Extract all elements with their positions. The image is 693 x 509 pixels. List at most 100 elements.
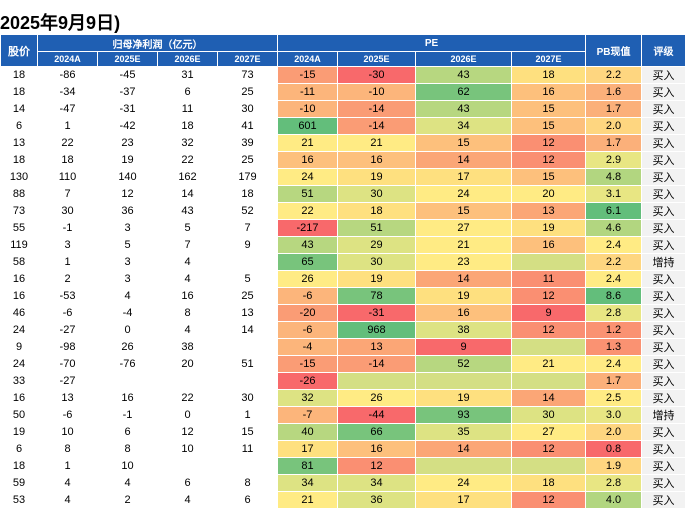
net-profit-cell[interactable]: 4 bbox=[97, 287, 158, 305]
pe-cell[interactable]: 26 bbox=[277, 270, 338, 288]
pb-cell[interactable]: 6.1 bbox=[585, 202, 643, 220]
pe-cell[interactable]: 14 bbox=[415, 270, 512, 288]
net-profit-cell[interactable]: 36 bbox=[97, 202, 158, 220]
rating-cell[interactable]: 买入 bbox=[641, 423, 687, 441]
rating-cell[interactable]: 买入 bbox=[641, 457, 687, 475]
pe-cell[interactable]: 66 bbox=[337, 423, 416, 441]
pe-cell[interactable]: 12 bbox=[510, 287, 587, 305]
pe-cell[interactable]: 81 bbox=[277, 457, 338, 475]
net-profit-cell[interactable] bbox=[97, 372, 158, 390]
pb-cell[interactable]: 4.0 bbox=[585, 491, 643, 509]
pe-cell[interactable]: 17 bbox=[415, 491, 512, 509]
pe-cell[interactable]: 11 bbox=[510, 270, 587, 288]
col-header-pe-2025e[interactable]: 2025E bbox=[337, 51, 416, 67]
pe-cell[interactable]: 24 bbox=[415, 185, 512, 203]
pb-cell[interactable]: 4.6 bbox=[585, 219, 643, 237]
pe-cell[interactable]: -20 bbox=[277, 304, 338, 322]
table-row[interactable]: 16 -53 4 16 25 -6 78 19 12 8.6 买入 bbox=[0, 287, 687, 305]
stock-price-cell[interactable]: 18 bbox=[0, 66, 38, 84]
pe-cell[interactable]: 9 bbox=[415, 338, 512, 356]
col-header-np-2027e[interactable]: 2027E bbox=[217, 51, 278, 67]
net-profit-cell[interactable]: 4 bbox=[37, 474, 98, 492]
net-profit-cell[interactable]: -31 bbox=[97, 100, 158, 118]
pe-cell[interactable] bbox=[510, 338, 587, 356]
net-profit-cell[interactable]: -4 bbox=[97, 304, 158, 322]
net-profit-cell[interactable]: 14 bbox=[217, 321, 278, 339]
pe-cell[interactable]: 52 bbox=[415, 355, 512, 373]
rating-cell[interactable]: 买入 bbox=[641, 83, 687, 101]
pe-cell[interactable]: 16 bbox=[337, 440, 416, 458]
net-profit-cell[interactable]: 38 bbox=[157, 338, 218, 356]
rating-cell[interactable]: 买入 bbox=[641, 236, 687, 254]
pb-cell[interactable]: 1.7 bbox=[585, 100, 643, 118]
pe-cell[interactable]: 12 bbox=[510, 321, 587, 339]
net-profit-cell[interactable]: 12 bbox=[157, 423, 218, 441]
pe-cell[interactable]: 43 bbox=[415, 100, 512, 118]
net-profit-cell[interactable]: 5 bbox=[217, 270, 278, 288]
net-profit-cell[interactable]: -42 bbox=[97, 117, 158, 135]
net-profit-cell[interactable]: 13 bbox=[217, 304, 278, 322]
pe-cell[interactable]: 18 bbox=[337, 202, 416, 220]
table-row[interactable]: 6 1 -42 18 41 601 -14 34 15 2.0 买入 bbox=[0, 117, 687, 135]
col-header-np-2025e[interactable]: 2025E bbox=[97, 51, 158, 67]
pe-cell[interactable]: 16 bbox=[337, 151, 416, 169]
net-profit-cell[interactable]: 11 bbox=[217, 440, 278, 458]
rating-cell[interactable]: 买入 bbox=[641, 185, 687, 203]
stock-price-cell[interactable]: 18 bbox=[0, 83, 38, 101]
table-row[interactable]: 14 -47 -31 11 30 -10 -14 43 15 1.7 买入 bbox=[0, 100, 687, 118]
stock-price-cell[interactable]: 46 bbox=[0, 304, 38, 322]
col-header-pe-2024a[interactable]: 2024A bbox=[277, 51, 338, 67]
stock-price-cell[interactable]: 88 bbox=[0, 185, 38, 203]
net-profit-cell[interactable]: 2 bbox=[37, 270, 98, 288]
rating-cell[interactable]: 买入 bbox=[641, 372, 687, 390]
rating-cell[interactable]: 买入 bbox=[641, 66, 687, 84]
net-profit-cell[interactable]: -86 bbox=[37, 66, 98, 84]
pe-cell[interactable]: 40 bbox=[277, 423, 338, 441]
pe-cell[interactable]: -6 bbox=[277, 321, 338, 339]
table-row[interactable]: 18 1 10 81 12 1.9 买入 bbox=[0, 457, 687, 475]
pb-cell[interactable]: 2.4 bbox=[585, 270, 643, 288]
net-profit-cell[interactable]: -6 bbox=[37, 406, 98, 424]
pb-cell[interactable]: 1.7 bbox=[585, 372, 643, 390]
pe-cell[interactable]: 17 bbox=[415, 168, 512, 186]
net-profit-cell[interactable]: 18 bbox=[217, 185, 278, 203]
net-profit-cell[interactable]: -6 bbox=[37, 304, 98, 322]
pe-cell[interactable]: 12 bbox=[510, 440, 587, 458]
stock-price-cell[interactable]: 16 bbox=[0, 287, 38, 305]
pe-cell[interactable]: -4 bbox=[277, 338, 338, 356]
pb-cell[interactable]: 2.4 bbox=[585, 355, 643, 373]
pe-cell[interactable]: -7 bbox=[277, 406, 338, 424]
pe-cell[interactable]: 968 bbox=[337, 321, 416, 339]
pb-cell[interactable]: 2.0 bbox=[585, 117, 643, 135]
pb-cell[interactable]: 1.9 bbox=[585, 457, 643, 475]
pe-cell[interactable]: 78 bbox=[337, 287, 416, 305]
table-row[interactable]: 50 -6 -1 0 1 -7 -44 93 30 3.0 增持 bbox=[0, 406, 687, 424]
net-profit-cell[interactable]: -27 bbox=[37, 372, 98, 390]
pe-cell[interactable]: 14 bbox=[415, 151, 512, 169]
net-profit-cell[interactable]: 16 bbox=[157, 287, 218, 305]
table-row[interactable]: 58 1 3 4 65 30 23 2.2 增持 bbox=[0, 253, 687, 271]
net-profit-cell[interactable]: 8 bbox=[217, 474, 278, 492]
net-profit-cell[interactable]: 10 bbox=[97, 457, 158, 475]
net-profit-cell[interactable]: 3 bbox=[97, 253, 158, 271]
net-profit-cell[interactable]: 25 bbox=[217, 151, 278, 169]
pe-cell[interactable]: 15 bbox=[510, 117, 587, 135]
pe-cell[interactable]: 16 bbox=[277, 151, 338, 169]
net-profit-cell[interactable]: 43 bbox=[157, 202, 218, 220]
net-profit-cell[interactable]: 8 bbox=[157, 304, 218, 322]
col-header-np-2024a[interactable]: 2024A bbox=[37, 51, 98, 67]
pe-cell[interactable]: 13 bbox=[510, 202, 587, 220]
table-row[interactable]: 9 -98 26 38 -4 13 9 1.3 买入 bbox=[0, 338, 687, 356]
rating-cell[interactable]: 买入 bbox=[641, 270, 687, 288]
net-profit-cell[interactable]: 8 bbox=[97, 440, 158, 458]
pe-cell[interactable]: -11 bbox=[277, 83, 338, 101]
stock-price-cell[interactable]: 50 bbox=[0, 406, 38, 424]
net-profit-cell[interactable]: 41 bbox=[217, 117, 278, 135]
stock-price-cell[interactable]: 9 bbox=[0, 338, 38, 356]
net-profit-cell[interactable]: 30 bbox=[217, 100, 278, 118]
pe-cell[interactable]: -26 bbox=[277, 372, 338, 390]
rating-cell[interactable]: 买入 bbox=[641, 440, 687, 458]
pe-cell[interactable]: 38 bbox=[415, 321, 512, 339]
pe-cell[interactable]: 43 bbox=[415, 66, 512, 84]
pe-cell[interactable] bbox=[510, 372, 587, 390]
